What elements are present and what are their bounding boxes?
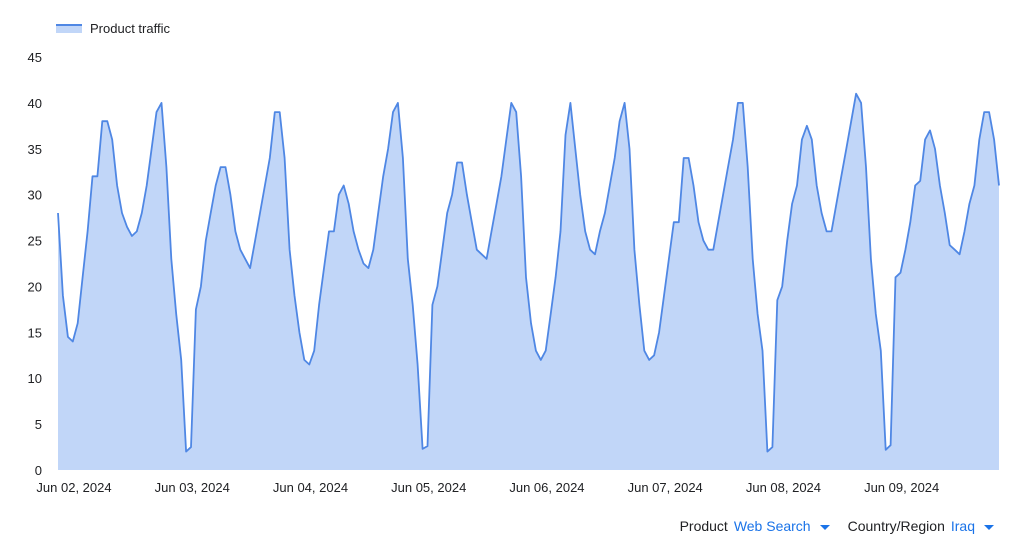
traffic-chart: 0 5 10 15 20 25 30 35 40 45 Jun 02, 2024 Jun 03, 2… (28, 50, 1000, 495)
x-tick-label: Jun 06, 2024 (509, 480, 584, 495)
traffic-area (58, 93, 999, 470)
y-tick-label: 35 (28, 142, 42, 157)
x-tick-label: Jun 09, 2024 (864, 480, 939, 495)
y-tick-label: 45 (28, 50, 42, 65)
y-axis: 0 5 10 15 20 25 30 35 40 45 (28, 50, 42, 478)
x-tick-label: Jun 08, 2024 (746, 480, 821, 495)
y-tick-label: 0 (35, 463, 42, 478)
legend-swatch (56, 23, 82, 33)
traffic-line (57, 92, 1000, 453)
y-tick-label: 40 (28, 96, 42, 111)
country-filter-label: Country/Region (847, 518, 945, 534)
country-filter-value[interactable]: Iraq (950, 518, 975, 534)
y-tick-label: 10 (28, 371, 42, 386)
filters-bar: Product Web Search Country/Region Iraq (662, 518, 994, 534)
x-axis: Jun 02, 2024 Jun 03, 2024 Jun 04, 2024 Jun … (36, 480, 939, 495)
legend: Product traffic (56, 18, 170, 38)
product-filter-label: Product (679, 518, 728, 534)
y-tick-label: 15 (28, 325, 42, 340)
y-tick-label: 30 (28, 188, 42, 203)
x-tick-label: Jun 03, 2024 (155, 480, 230, 495)
product-filter[interactable]: Product Web Search (680, 518, 830, 534)
x-tick-label: Jun 05, 2024 (391, 480, 466, 495)
y-tick-label: 5 (35, 417, 42, 432)
y-tick-label: 25 (28, 234, 42, 249)
legend-label: Product traffic (90, 20, 170, 36)
x-tick-label: Jun 07, 2024 (628, 480, 703, 495)
y-tick-label: 20 (28, 279, 42, 294)
product-filter-value[interactable]: Web Search (733, 518, 811, 534)
chevron-down-icon[interactable] (984, 524, 994, 530)
chevron-down-icon[interactable] (819, 524, 830, 530)
x-tick-label: Jun 04, 2024 (273, 480, 348, 495)
country-filter[interactable]: Country/Region Iraq (848, 518, 994, 534)
x-tick-label: Jun 02, 2024 (36, 480, 111, 495)
